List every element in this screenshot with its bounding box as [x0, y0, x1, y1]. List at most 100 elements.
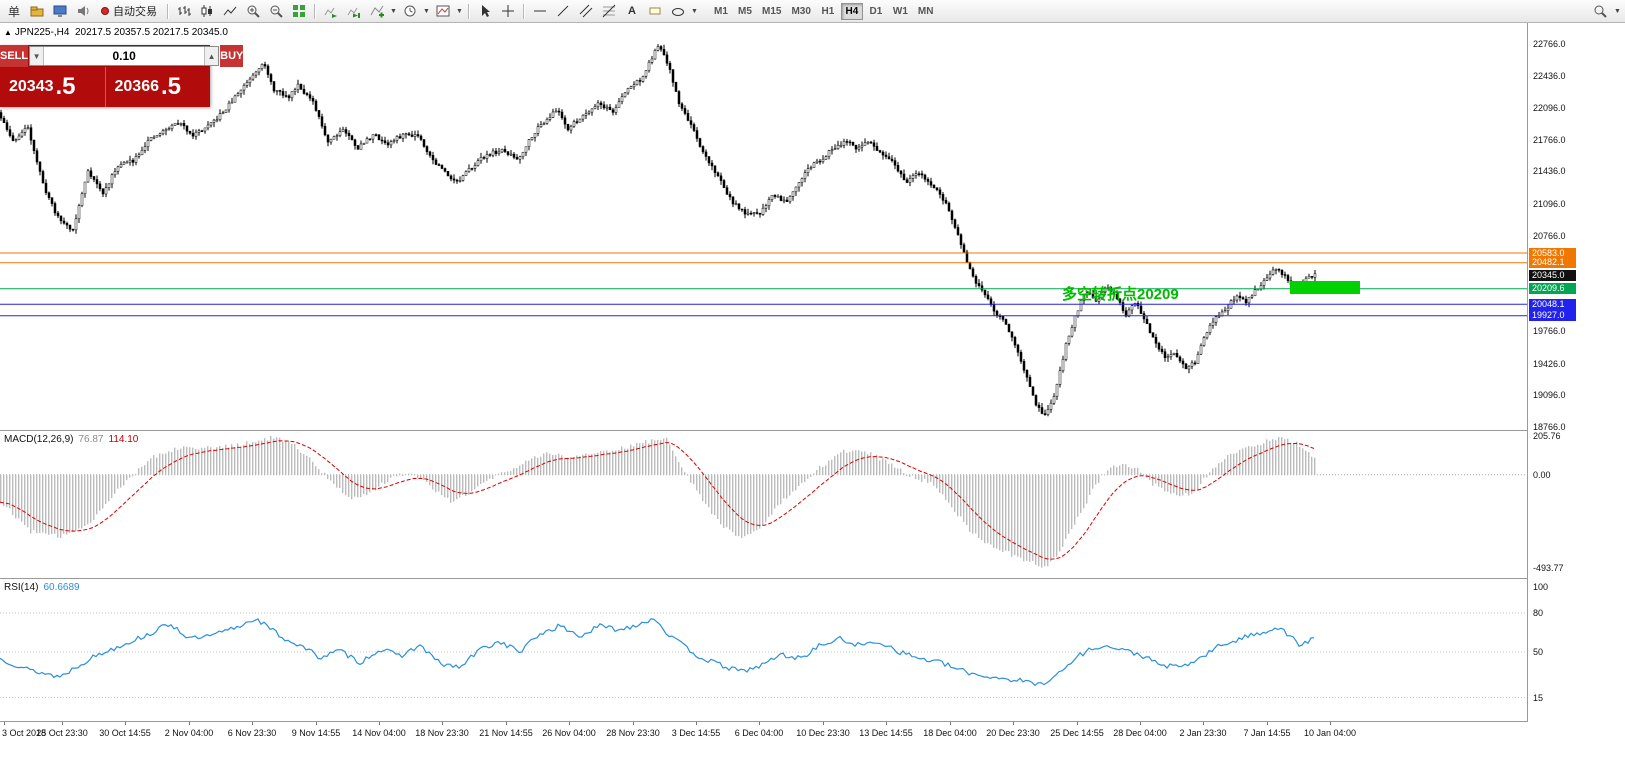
bar-chart-button[interactable] [173, 2, 195, 21]
chart-ohlc-values: 20217.5 20357.5 20217.5 20345.0 [74, 27, 228, 38]
monitor-icon [53, 5, 67, 17]
toolbar-right-group: ▼ [1589, 2, 1622, 21]
chart-text-annotation[interactable]: 多空转折点20209 [1062, 286, 1179, 303]
price-axis-label: 22436.0 [1533, 70, 1566, 81]
shapes-dropdown-arrow[interactable]: ▼ [691, 7, 698, 15]
price-axis-label: 21096.0 [1533, 198, 1566, 209]
candlestick-chart-button[interactable] [196, 2, 218, 21]
macd-scale-label: 205.76 [1533, 431, 1561, 441]
indicators-dropdown-arrow[interactable]: ▼ [390, 7, 397, 15]
fibonacci-button[interactable] [598, 2, 620, 21]
zoom-out-button[interactable] [265, 2, 287, 21]
timeframe-m15[interactable]: M15 [762, 5, 782, 17]
time-axis-tick [1077, 722, 1078, 725]
time-axis-label: 2 Jan 23:30 [1179, 728, 1227, 738]
time-axis-tick [125, 722, 126, 725]
periods-dropdown-arrow[interactable]: ▼ [423, 7, 430, 15]
trendline-button[interactable] [552, 2, 574, 21]
toolbar-overflow-arrow[interactable]: ▼ [1614, 7, 1621, 15]
autotrading-button[interactable]: 自动交易 [95, 2, 163, 21]
add-indicator-icon [370, 5, 384, 18]
zoom-in-button[interactable] [242, 2, 264, 21]
channel-icon [579, 4, 593, 18]
timeframe-m5[interactable]: M5 [738, 5, 752, 17]
highlight-rectangle[interactable] [1290, 281, 1360, 294]
horizontal-line-button[interactable] [529, 2, 551, 21]
label-tool-button[interactable] [644, 2, 666, 21]
timeframe-m30[interactable]: M30 [791, 5, 811, 17]
rsi-scale-label: 100 [1533, 582, 1549, 592]
timeframe-m1[interactable]: M1 [714, 5, 728, 17]
time-axis-tick [379, 722, 380, 725]
buy-button[interactable]: BUY [220, 45, 244, 67]
price-axis-label: 19096.0 [1533, 390, 1566, 401]
macd-histogram-chart[interactable] [0, 431, 1527, 578]
zoom-out-icon [270, 5, 283, 18]
alerts-button[interactable] [72, 2, 94, 21]
tile-windows-button[interactable] [288, 2, 310, 21]
price-axis-label: 21436.0 [1533, 166, 1566, 177]
time-axis-label: 18 Nov 23:30 [415, 728, 469, 738]
time-axis-label: 18 Dec 04:00 [923, 728, 977, 738]
one-click-collapse-icon[interactable]: ▲ [4, 28, 12, 37]
time-axis-tick [696, 722, 697, 725]
timeframe-d1[interactable]: D1 [869, 5, 883, 17]
timeframe-mn[interactable]: MN [917, 5, 934, 17]
cursor-button[interactable] [474, 2, 496, 21]
chart-shift-button[interactable] [343, 2, 365, 21]
channel-button[interactable] [575, 2, 597, 21]
ohlc-bars-icon [178, 6, 191, 16]
templates-dropdown-arrow[interactable]: ▼ [456, 7, 463, 15]
time-axis-tick [633, 722, 634, 725]
price-axis-label: 21766.0 [1533, 134, 1566, 145]
price-axis-label: 22766.0 [1533, 39, 1566, 49]
candlestick-chart[interactable] [0, 23, 1527, 430]
panel-separator[interactable] [0, 430, 1625, 431]
time-axis-label: 7 Jan 14:55 [1243, 728, 1291, 738]
profiles-button[interactable] [26, 2, 48, 21]
rsi-line-chart[interactable] [0, 579, 1527, 721]
sell-price[interactable]: 20343 .5 [9, 73, 76, 100]
chart-ohlc-header: ▲ JPN225-,H4 20217.5 20357.5 20217.5 2034… [4, 27, 228, 38]
time-axis-label: 10 Dec 23:30 [796, 728, 850, 738]
timeframe-w1[interactable]: W1 [892, 5, 908, 17]
fibonacci-icon [602, 4, 616, 18]
time-axis-label: 10 Jan 04:00 [1303, 728, 1357, 738]
line-chart-button[interactable] [219, 2, 241, 21]
panel-separator[interactable] [0, 578, 1625, 579]
timeframe-h1[interactable]: H1 [821, 5, 835, 17]
time-axis-tick [1013, 722, 1014, 725]
auto-scroll-button[interactable] [320, 2, 342, 21]
time-axis-label: 14 Nov 04:00 [352, 728, 406, 738]
price-axis-label: 22096.0 [1533, 103, 1566, 114]
toolbar-separator [167, 3, 169, 19]
price-level-badge: 20209.6 [1529, 283, 1576, 295]
search-button[interactable] [1589, 2, 1611, 21]
price-level-badge: 20482.1 [1529, 257, 1576, 269]
volume-input[interactable] [44, 47, 205, 65]
price-axis[interactable]: 22766.0 22436.0 22096.0 21766.0 21436.0 21096… [1527, 23, 1625, 722]
time-axis-tick [569, 722, 570, 725]
macd-main-value: 76.87 [78, 434, 104, 445]
time-axis-label: 25 Dec 14:55 [1050, 728, 1104, 738]
autotrading-label: 自动交易 [113, 6, 157, 18]
buy-price[interactable]: 20366 .5 [114, 73, 182, 100]
periods-button[interactable] [399, 2, 421, 21]
sell-button[interactable]: SELL [0, 45, 29, 67]
time-axis-separator [0, 721, 1625, 722]
crosshair-button[interactable] [497, 2, 519, 21]
macd-signal-value: 114.10 [108, 434, 139, 445]
market-watch-button[interactable] [49, 2, 71, 21]
volume-decrease-button[interactable]: ▼ [30, 47, 45, 65]
new-order-button[interactable]: 单 [7, 4, 20, 19]
price-level-badge: 20345.0 [1529, 270, 1576, 282]
volume-increase-button[interactable]: ▲ [204, 47, 219, 65]
shapes-button[interactable] [667, 2, 689, 21]
rsi-label: RSI(14) 60.6689 [4, 582, 80, 593]
text-tool-button[interactable]: A [628, 5, 636, 17]
templates-button[interactable] [432, 2, 454, 21]
time-axis[interactable]: 3 Oct 2018 25 Oct 23:30 30 Oct 14:55 2 Nov … [0, 722, 1625, 770]
indicators-button[interactable] [366, 2, 388, 21]
timeframe-h4[interactable]: H4 [840, 2, 863, 20]
timeframe-group: M1 M5 M15 M30 H1 H4 D1 W1 MN [710, 2, 937, 20]
